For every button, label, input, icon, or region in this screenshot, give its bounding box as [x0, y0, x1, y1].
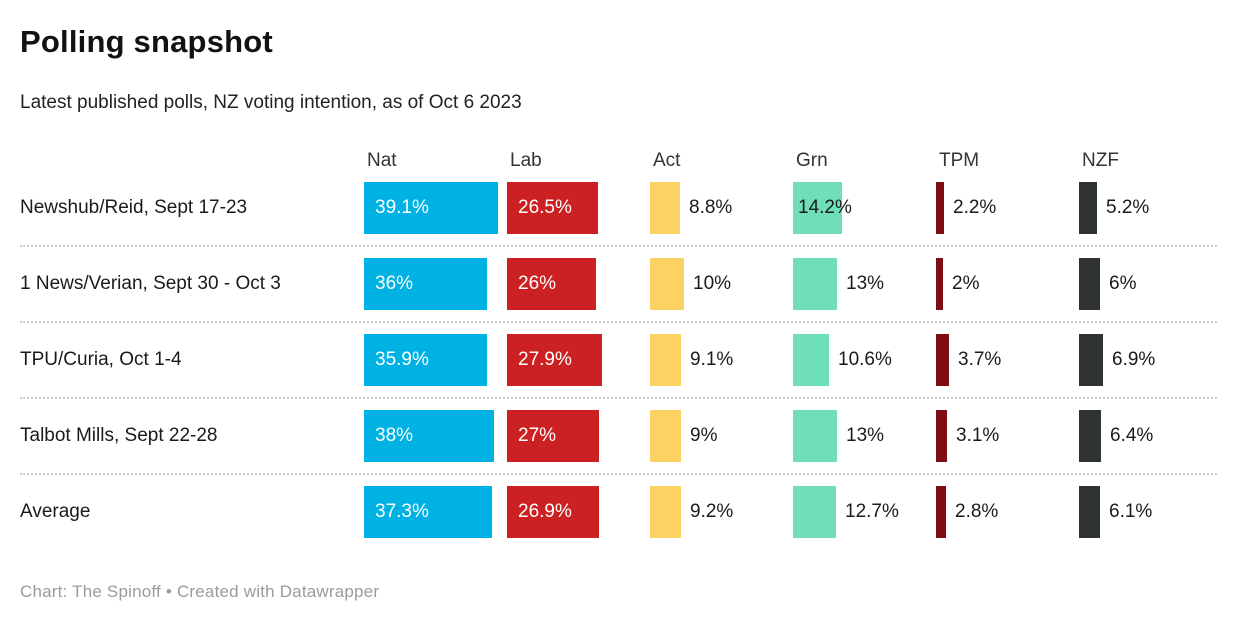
bar-nat — [364, 410, 494, 462]
row-divider — [20, 397, 1217, 399]
bar-tpm — [936, 410, 947, 462]
bar-nat — [364, 182, 498, 234]
bar-label-nzf: 6% — [1109, 273, 1137, 294]
column-header-nzf: NZF — [1082, 150, 1119, 171]
bar-label-nzf: 6.9% — [1112, 349, 1156, 370]
bar-label-act: 9.2% — [690, 501, 734, 522]
chart-attribution: Chart: The Spinoff • Created with Datawr… — [20, 582, 380, 601]
column-header-act: Act — [653, 150, 681, 171]
bar-label-grn: 13% — [846, 273, 885, 294]
poll-row-label: 1 News/Verian, Sept 30 - Oct 3 — [20, 273, 281, 294]
row-divider — [20, 245, 1217, 247]
bar-lab — [507, 182, 598, 234]
bar-nzf — [1079, 334, 1103, 386]
column-header-lab: Lab — [510, 150, 542, 171]
bar-label-tpm: 2.8% — [955, 501, 999, 522]
bar-label-tpm: 2.2% — [953, 197, 997, 218]
bar-act — [650, 410, 681, 462]
bar-label-grn: 12.7% — [845, 501, 899, 522]
bar-label-lab: 26% — [518, 273, 557, 294]
bar-label-nat: 38% — [375, 425, 414, 446]
bar-lab — [507, 410, 599, 462]
bar-act — [650, 258, 684, 310]
bar-act — [650, 334, 681, 386]
bar-label-grn: 10.6% — [838, 349, 892, 370]
bar-label-lab: 26.9% — [518, 501, 572, 522]
bar-grn — [793, 486, 836, 538]
bar-label-grn: 13% — [846, 425, 885, 446]
bar-nat — [364, 258, 487, 310]
column-header-nat: Nat — [367, 150, 397, 171]
bar-tpm — [936, 486, 946, 538]
bar-label-nat: 35.9% — [375, 349, 429, 370]
bar-nzf — [1079, 258, 1100, 310]
bar-label-nat: 36% — [375, 273, 414, 294]
bar-label-act: 8.8% — [689, 197, 733, 218]
bar-lab — [507, 486, 599, 538]
bar-label-act: 10% — [693, 273, 732, 294]
bar-nzf — [1079, 182, 1097, 234]
bar-lab — [507, 334, 602, 386]
bar-grn — [793, 258, 837, 310]
bar-label-tpm: 3.7% — [958, 349, 1002, 370]
poll-row-label: Average — [20, 501, 91, 522]
bar-tpm — [936, 182, 944, 234]
bar-lab — [507, 258, 596, 310]
bar-act — [650, 182, 680, 234]
bar-label-lab: 26.5% — [518, 197, 572, 218]
column-header-tpm: TPM — [939, 150, 980, 171]
poll-row-label: Talbot Mills, Sept 22-28 — [20, 425, 218, 446]
bar-label-grn: 14.2% — [798, 197, 852, 218]
bar-nzf — [1079, 486, 1100, 538]
bar-label-lab: 27.9% — [518, 349, 572, 370]
bar-label-nat: 39.1% — [375, 197, 429, 218]
bar-act — [650, 486, 681, 538]
bar-label-nat: 37.3% — [375, 501, 429, 522]
bar-label-nzf: 6.1% — [1109, 501, 1153, 522]
row-divider — [20, 321, 1217, 323]
bar-nat — [364, 486, 492, 538]
bar-grn — [793, 182, 842, 234]
bar-label-lab: 27% — [518, 425, 557, 446]
chart-subtitle: Latest published polls, NZ voting intent… — [20, 92, 522, 113]
bar-grn — [793, 334, 829, 386]
row-divider — [20, 473, 1217, 475]
bar-tpm — [936, 334, 949, 386]
bar-label-act: 9.1% — [690, 349, 734, 370]
bar-label-nzf: 5.2% — [1106, 197, 1150, 218]
chart-title: Polling snapshot — [20, 24, 273, 59]
bar-label-tpm: 3.1% — [956, 425, 1000, 446]
poll-row-label: TPU/Curia, Oct 1-4 — [20, 349, 182, 370]
column-header-grn: Grn — [796, 150, 828, 171]
bar-label-nzf: 6.4% — [1110, 425, 1154, 446]
bar-label-act: 9% — [690, 425, 718, 446]
bar-nzf — [1079, 410, 1101, 462]
bar-label-tpm: 2% — [952, 273, 980, 294]
bar-tpm — [936, 258, 943, 310]
bar-nat — [364, 334, 487, 386]
poll-row-label: Newshub/Reid, Sept 17-23 — [20, 197, 248, 218]
bar-grn — [793, 410, 837, 462]
